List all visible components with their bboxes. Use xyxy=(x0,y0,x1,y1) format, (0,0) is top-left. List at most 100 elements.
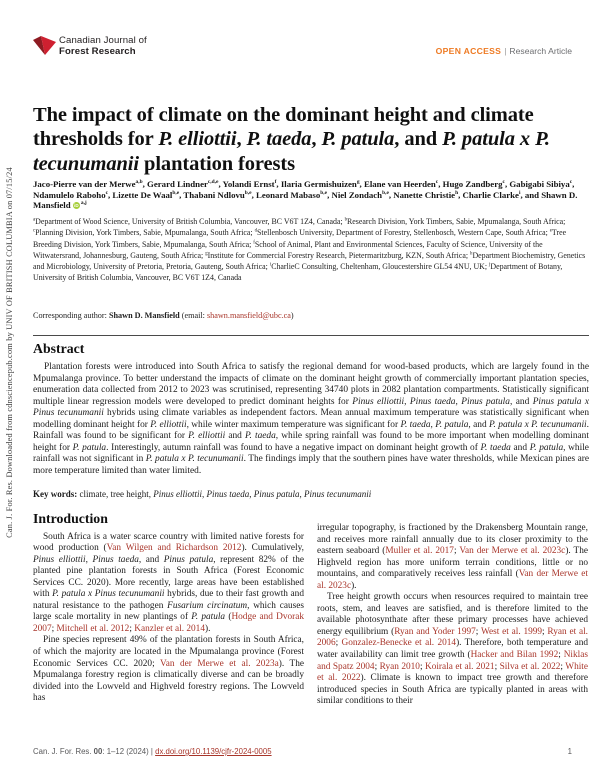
text-segment: Gabigabi Sibiya xyxy=(509,179,570,189)
section-divider xyxy=(33,335,589,336)
text-segment: , and xyxy=(509,396,533,407)
text-segment: ; xyxy=(419,661,425,672)
text-segment: g xyxy=(356,179,360,186)
text-segment: Corresponding author: xyxy=(33,311,109,320)
text-segment: Pinus elliottii xyxy=(352,396,405,407)
text-segment: ). The Mpumalanga forestry region is cli… xyxy=(33,658,305,704)
text-segment: c xyxy=(569,179,573,186)
citation-link[interactable]: Van Wilgen and Richardson 2012 xyxy=(106,543,242,554)
text-segment: ). xyxy=(204,623,211,634)
text-segment: ). xyxy=(351,580,357,591)
text-segment: Pinus taeda xyxy=(409,396,456,407)
citation-link[interactable]: White et al. 2022 xyxy=(317,661,589,684)
citation-link[interactable]: Gonzalez-Benecke et al. 2014 xyxy=(341,638,457,649)
doi-link[interactable]: dx.doi.org/10.1139/cjfr-2024-0005 xyxy=(155,747,272,756)
text-segment: b,e xyxy=(320,189,328,196)
article-type-banner: OPEN ACCESS | Research Article xyxy=(436,46,572,58)
citation-link[interactable]: Ryan et al. 2006 xyxy=(317,626,588,649)
text-segment: P. patula x P. tecunumanii xyxy=(145,454,244,465)
text-segment: , represent 82% of the planted pine plan… xyxy=(33,554,304,600)
text-segment: , while spring rainfall was found to be … xyxy=(33,431,589,453)
text-segment: , xyxy=(236,128,247,151)
text-segment: Leonard Mabaso xyxy=(255,189,321,200)
text-segment: Pinus elliottii xyxy=(33,554,86,565)
orcid-icon: iD xyxy=(72,202,80,210)
right-column: irregular topography, is fractioned by t… xyxy=(317,513,588,708)
text-segment: Department Biochemistry, Genetics and Mi… xyxy=(33,250,586,272)
text-segment: P. elliottii xyxy=(188,431,226,442)
page-number: 1 xyxy=(567,747,572,756)
text-segment: Charlie Clarke xyxy=(462,189,519,200)
citation-link[interactable]: Mitchell et al. 2012 xyxy=(56,623,130,634)
citation-link[interactable]: Niklas and Spatz 2004 xyxy=(317,650,588,672)
citation-link[interactable]: Hacker and Bilan 1992 xyxy=(470,650,559,661)
citation-link[interactable]: Van der Merwe et al. 2023c xyxy=(317,569,588,591)
text-segment: P. patula xyxy=(529,442,564,453)
text-segment: Pinus taeda xyxy=(206,489,250,499)
citation-link[interactable]: Muller et al. 2017 xyxy=(385,546,454,557)
journal-name-line2: Forest Research xyxy=(59,45,136,57)
text-segment: P. taeda xyxy=(246,128,312,151)
text-segment: P. patula xyxy=(72,442,107,453)
text-segment: and xyxy=(225,431,245,442)
text-segment: ; xyxy=(475,626,481,637)
text-segment: ; xyxy=(51,623,57,634)
citation-link[interactable]: Hodge and Dvorak 2007 xyxy=(33,612,305,634)
text-segment: South Africa is a water scarce country w… xyxy=(33,531,304,554)
journal-name-line1: Canadian Journal of xyxy=(59,35,147,46)
text-segment: Pine species represent 49% of the planta… xyxy=(33,635,304,669)
text-segment: P. taeda xyxy=(244,431,276,442)
text-segment: P. patula x P. tecunumanii xyxy=(489,419,587,430)
introduction-section: Introduction South Africa is a water sca… xyxy=(33,511,589,708)
abstract-heading: Abstract xyxy=(33,341,85,356)
text-segment: P. elliottii xyxy=(158,128,237,151)
citation-link[interactable]: Ryan and Yoder 1997 xyxy=(394,626,476,637)
text-segment: , and xyxy=(520,189,542,200)
text-segment: ). Cumulatively, xyxy=(241,543,304,554)
text-segment: , xyxy=(572,179,575,189)
citation-link[interactable]: Silva et al. 2022 xyxy=(499,661,561,672)
intro-paragraph-3: Tree height growth occurs when resources… xyxy=(317,592,588,707)
text-segment: c xyxy=(105,189,109,196)
text-segment: P. patula xyxy=(191,612,226,623)
text-segment: , xyxy=(142,179,148,189)
text-segment: b,e xyxy=(382,189,389,196)
citation-link[interactable]: Van der Merwe et al. 2023c xyxy=(459,546,566,557)
text-segment: Shawn D. Mansfield xyxy=(108,311,180,320)
citation-link[interactable]: Ryan 2010 xyxy=(379,661,420,672)
text-segment: b xyxy=(344,217,348,223)
text-segment: , xyxy=(388,189,394,200)
text-segment: climate, tree height, xyxy=(79,489,154,499)
left-column: Introduction South Africa is a water sca… xyxy=(33,511,305,708)
text-segment: d xyxy=(254,228,258,234)
text-segment: ; xyxy=(558,650,564,661)
text-segment: Fusarium circinatum xyxy=(167,600,248,611)
text-segment: ; xyxy=(453,546,460,557)
citation-link[interactable]: Van der Merwe et al. 2023a xyxy=(160,658,279,669)
separator: | xyxy=(504,46,507,56)
email-link[interactable]: shawn.mansfield@ubc.ca xyxy=(206,311,291,320)
text-segment: P. patula xyxy=(435,419,469,430)
text-segment: Plantation forests were introduced into … xyxy=(33,362,589,407)
text-segment: ). Climate is known to impact tree growt… xyxy=(317,673,588,707)
text-segment: . The findings imply that the southern p… xyxy=(33,454,590,476)
affiliations: aDepartment of Wood Science, University … xyxy=(33,216,589,284)
text-segment: , xyxy=(438,179,443,189)
text-segment: a,j xyxy=(80,200,87,207)
text-segment: , xyxy=(458,189,463,200)
citation-link[interactable]: Kanzler et al. 2014 xyxy=(134,623,205,634)
text-segment: , and xyxy=(138,554,164,565)
text-segment: P. patula x P. tecunumanii xyxy=(33,128,550,175)
text-segment: Jaco-Pierre van der Merwe xyxy=(33,179,136,189)
citation-link[interactable]: West et al. 1999 xyxy=(480,626,543,637)
text-segment: h xyxy=(455,189,459,196)
intro-paragraph-1: South Africa is a water scarce country w… xyxy=(33,532,304,636)
text-segment: , xyxy=(327,189,332,200)
citation-link[interactable]: Koirala et al. 2021 xyxy=(424,661,495,672)
introduction-heading: Introduction xyxy=(33,511,108,526)
text-segment: Ndamulelo Raboho xyxy=(33,189,106,200)
text-segment: ). The Highveld region has more uniform … xyxy=(317,546,588,580)
text-segment: , xyxy=(504,179,510,189)
text-segment: Pinus patula x Pinus tecunumanii xyxy=(33,396,590,419)
